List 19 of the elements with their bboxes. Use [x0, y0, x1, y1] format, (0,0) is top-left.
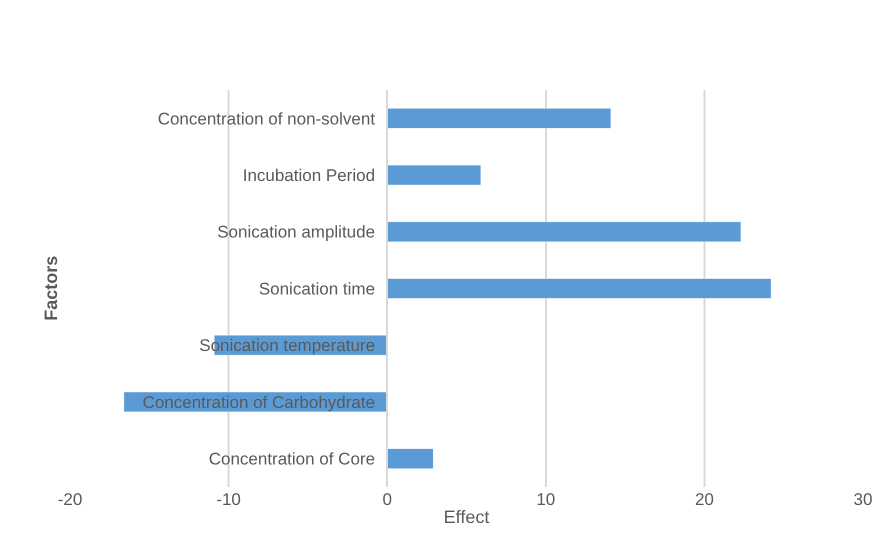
x-tick-label: 10 [536, 490, 556, 509]
y-axis-title: Factors [40, 256, 61, 321]
x-tick-label: 20 [694, 490, 714, 509]
bar [386, 222, 742, 242]
y-tick-label: Concentration of Core [208, 450, 376, 469]
y-tick-label: Sonication amplitude [217, 222, 376, 242]
x-tick-label: 30 [854, 490, 872, 509]
y-tick-label: Concentration of non-solvent [158, 109, 376, 128]
x-tick-label: -10 [216, 490, 241, 509]
x-tick-label: 0 [382, 490, 392, 509]
bar [386, 164, 482, 186]
bar [386, 278, 772, 299]
bar [386, 448, 434, 469]
y-tick-label: Sonication time [258, 279, 376, 298]
y-tick-label: Concentration of Carbohydrate [142, 392, 376, 412]
x-axis-title: Effect [444, 507, 490, 528]
y-tick-label: Incubation Period [242, 166, 376, 186]
bar [386, 108, 612, 129]
x-tick-label: -20 [58, 490, 82, 509]
